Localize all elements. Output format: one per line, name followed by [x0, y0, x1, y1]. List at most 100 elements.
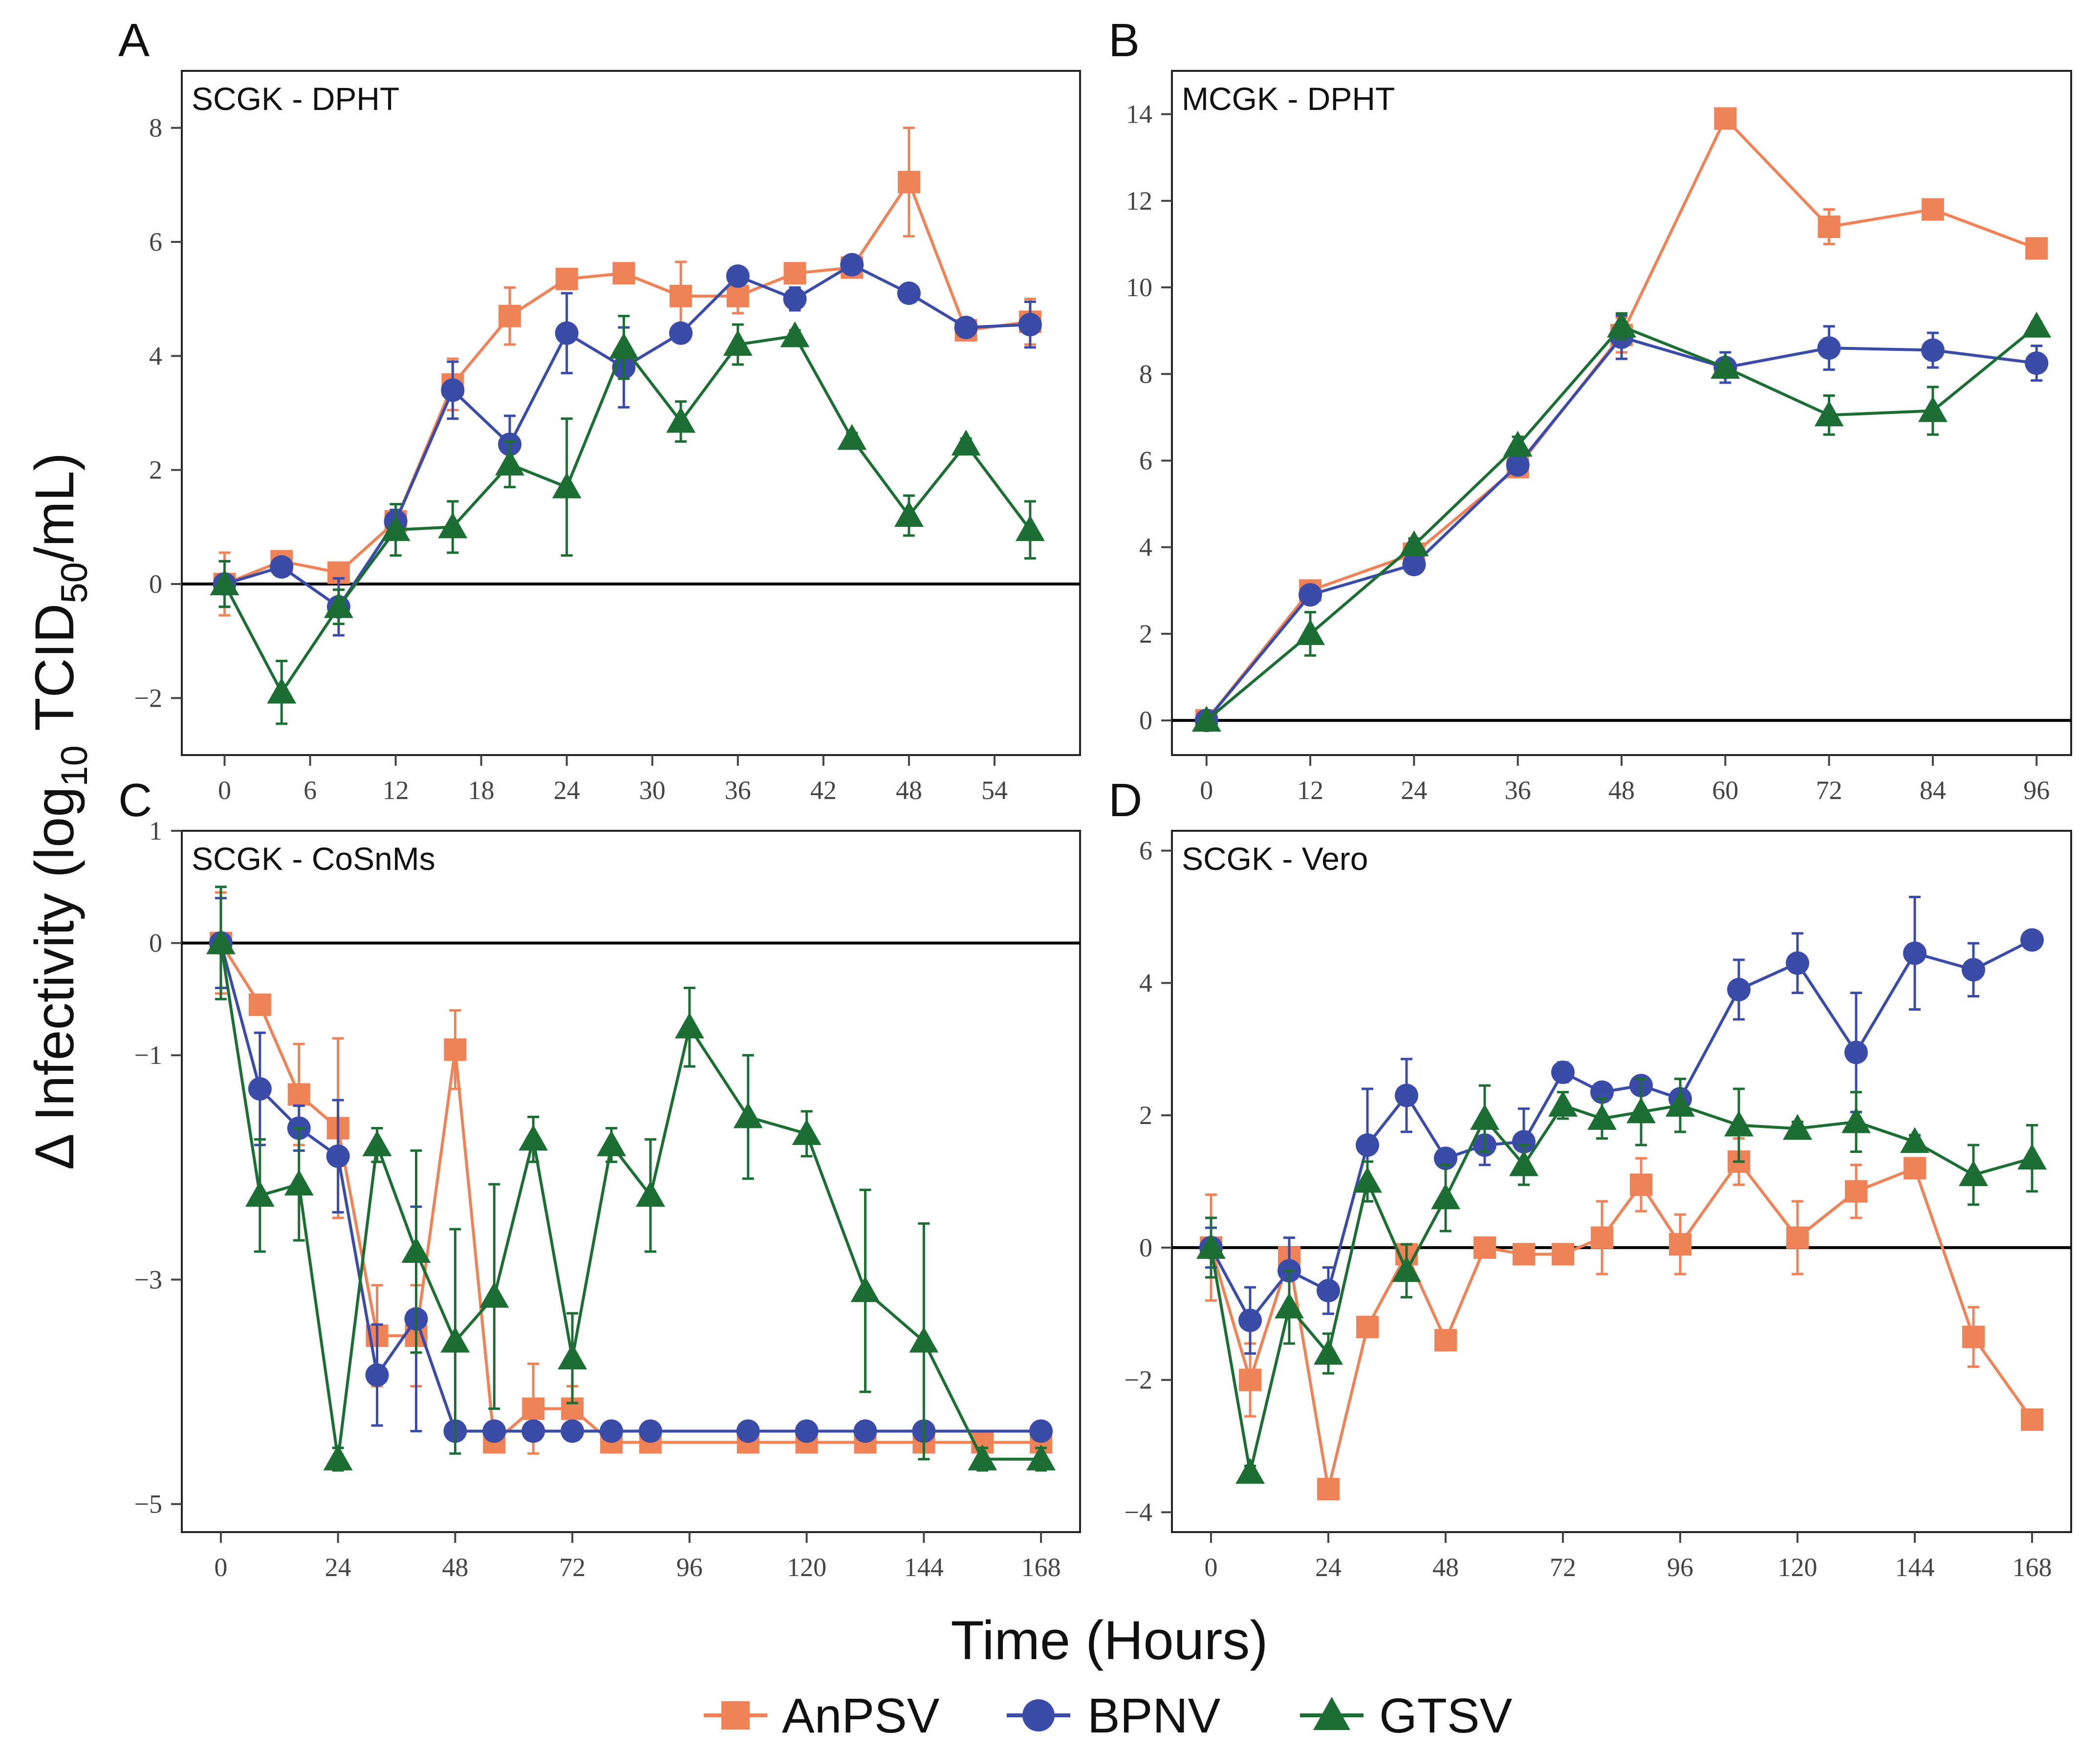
data-point: [519, 1125, 548, 1151]
data-point: [1296, 619, 1325, 645]
data-point: [1506, 453, 1530, 477]
data-point: [1962, 958, 1985, 982]
x-tick-label: 96: [1667, 1553, 1693, 1582]
data-point: [1727, 977, 1751, 1001]
legend: AnPSV BPNV GTSV: [704, 1688, 1513, 1743]
data-point: [897, 171, 920, 194]
data-point: [287, 1083, 310, 1106]
data-point: [498, 304, 521, 327]
x-tick-label: 24: [325, 1553, 351, 1582]
data-point: [635, 1181, 665, 1207]
data-point: [206, 928, 236, 954]
data-point: [1512, 1130, 1536, 1154]
y-tick-label: 6: [1139, 836, 1152, 866]
data-point: [1814, 400, 1844, 427]
legend-marker-gtsv: [1313, 1697, 1350, 1730]
data-point: [1817, 336, 1841, 360]
data-point: [558, 1343, 587, 1370]
data-point: [561, 1419, 585, 1443]
x-tick-label: 120: [787, 1553, 826, 1582]
x-tick-label: 168: [2013, 1553, 2052, 1582]
y-tick-label: 14: [1126, 100, 1152, 129]
data-point: [1630, 1173, 1652, 1196]
data-point: [853, 1419, 877, 1443]
data-point: [248, 1077, 272, 1101]
x-tick-label: 120: [1778, 1553, 1818, 1582]
data-point: [326, 1144, 350, 1168]
x-tick-label: 48: [1608, 776, 1635, 805]
data-point: [1591, 1226, 1613, 1249]
x-tick-label: 12: [1297, 776, 1323, 805]
x-tick-label: 36: [1505, 776, 1531, 805]
x-tick-label: 36: [725, 776, 751, 805]
data-point: [1724, 1110, 1754, 1137]
x-tick-label: 84: [1920, 776, 1946, 805]
data-point: [638, 1419, 662, 1443]
data-point: [1392, 1256, 1421, 1282]
data-point: [555, 321, 579, 345]
data-point: [736, 1419, 760, 1443]
data-point: [666, 407, 696, 433]
data-point: [1275, 1292, 1304, 1319]
data-point: [1607, 311, 1636, 338]
data-point: [1191, 706, 1221, 732]
data-point: [1018, 313, 1042, 337]
data-point: [780, 321, 810, 347]
data-point: [674, 1012, 704, 1039]
data-point: [669, 321, 693, 345]
data-point: [1353, 1167, 1382, 1193]
data-point: [1962, 1325, 1985, 1348]
y-tick-label: 2: [1139, 1101, 1152, 1130]
x-tick-label: 48: [442, 1553, 468, 1582]
data-point: [1669, 1233, 1691, 1256]
x-tick-label: 24: [1315, 1553, 1342, 1582]
data-point: [612, 262, 635, 285]
data-point: [1235, 1458, 1265, 1484]
data-point: [1786, 1226, 1809, 1249]
data-point: [210, 569, 239, 595]
panel-title: MCGK - DPHT: [1182, 81, 1395, 117]
panel-frame: [181, 830, 1081, 1533]
panel-title: SCGK - DPHT: [192, 81, 399, 117]
legend-item-bpnv: BPNV: [1007, 1688, 1221, 1743]
data-point: [897, 281, 921, 305]
legend-marker-anpsv: [721, 1701, 750, 1730]
series-gtsv: [206, 886, 1056, 1472]
y-tick-label: −1: [134, 1040, 162, 1070]
data-point: [850, 1276, 880, 1302]
legend-marker-bpnv: [1022, 1699, 1055, 1731]
x-tick-label: 72: [559, 1553, 585, 1582]
data-point: [1841, 1107, 1871, 1133]
data-point: [438, 512, 468, 539]
data-point: [1921, 338, 1945, 362]
y-tick-label: 10: [1126, 273, 1152, 302]
data-point: [365, 1363, 389, 1387]
data-point: [837, 424, 867, 450]
panel-letter: C: [118, 774, 152, 826]
data-point: [909, 1326, 939, 1353]
x-tick-label: 42: [810, 776, 837, 805]
x-tick-label: 30: [639, 776, 666, 805]
data-point: [1548, 1090, 1578, 1117]
data-point: [783, 262, 806, 285]
data-point: [1434, 1329, 1457, 1352]
data-point: [324, 592, 353, 618]
data-point: [444, 1038, 467, 1061]
data-point: [1552, 1243, 1574, 1266]
series-bpnv: [213, 253, 1042, 637]
data-point: [1513, 1243, 1535, 1266]
x-axis-title: Time (Hours): [951, 1610, 1268, 1671]
series-gtsv: [210, 315, 1045, 725]
y-axis-title: Δ Infectivity (log10 TCID50/mL): [24, 453, 95, 1170]
x-tick-label: 54: [981, 776, 1008, 805]
data-point: [522, 1397, 545, 1420]
data-point: [1903, 941, 1927, 965]
panel-title: SCGK - CoSnMs: [192, 841, 435, 877]
data-point: [323, 1444, 353, 1471]
data-point: [1356, 1316, 1379, 1339]
x-tick-label: 0: [1205, 1553, 1218, 1582]
data-point: [1399, 530, 1429, 557]
data-point: [1844, 1040, 1868, 1064]
